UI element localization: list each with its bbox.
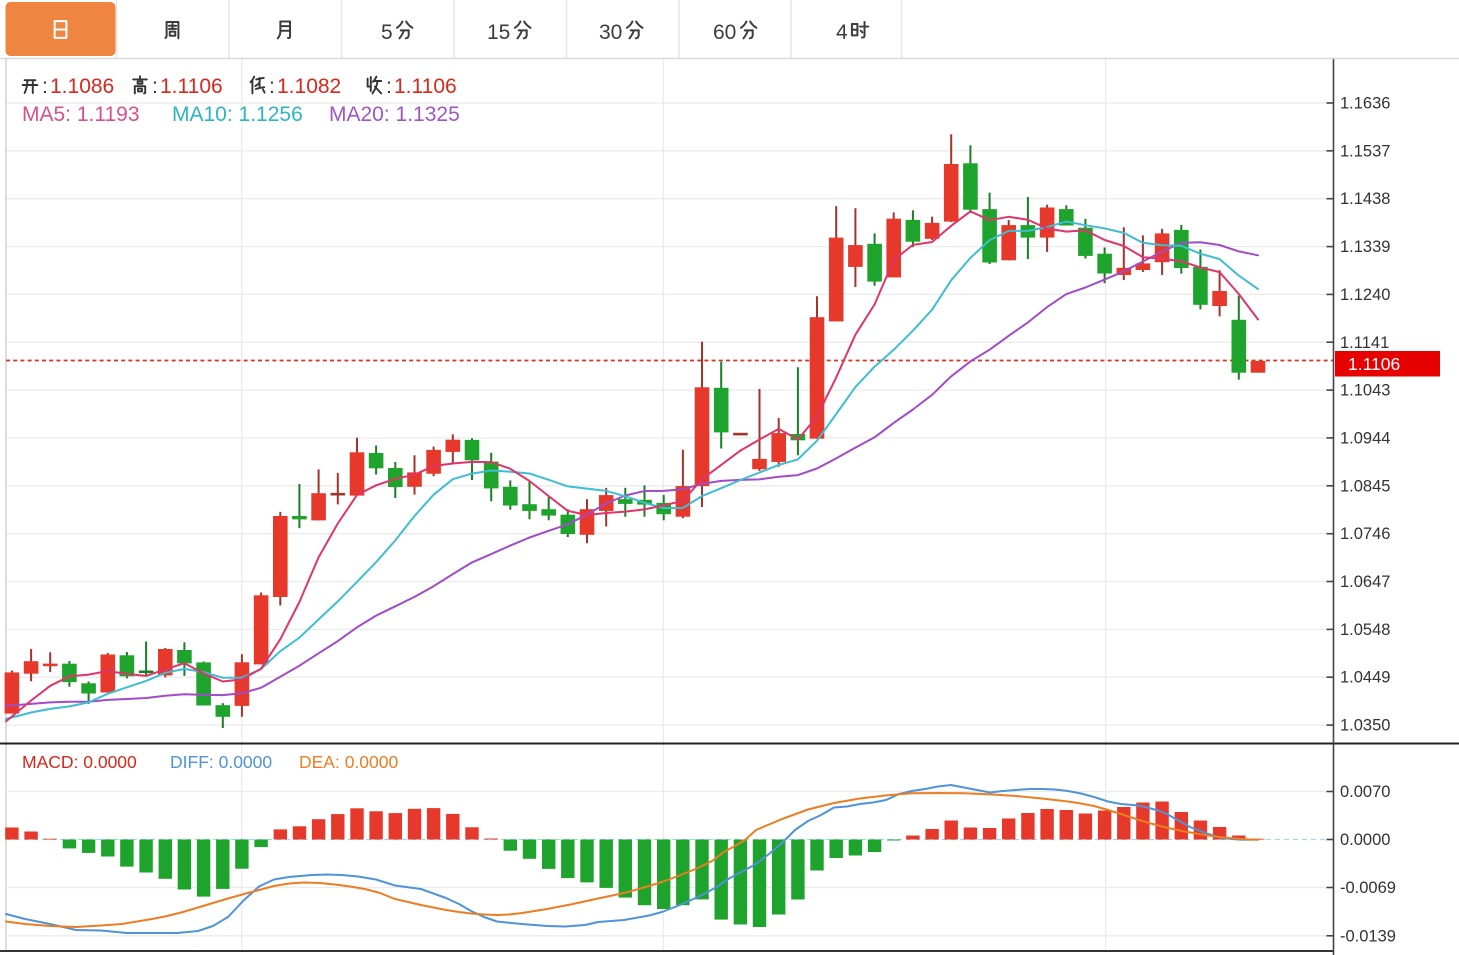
svg-text:1.1086: 1.1086 — [50, 75, 114, 98]
svg-text:1.0944: 1.0944 — [1340, 429, 1390, 447]
svg-text:1.1141: 1.1141 — [1340, 334, 1389, 352]
svg-text:1.0548: 1.0548 — [1340, 621, 1390, 639]
svg-text:MACD: 0.0000: MACD: 0.0000 — [22, 752, 137, 772]
svg-text:MA10: 1.1256: MA10: 1.1256 — [172, 103, 303, 126]
svg-text:1.0350: 1.0350 — [1340, 717, 1390, 735]
svg-text:1.1106: 1.1106 — [394, 75, 457, 98]
svg-text:0.0000: 0.0000 — [1340, 831, 1390, 849]
svg-text:4: 4 — [836, 21, 848, 44]
svg-text:MA5: 1.1193: MA5: 1.1193 — [22, 103, 140, 126]
svg-text:1.1537: 1.1537 — [1340, 142, 1390, 160]
svg-text:-0.0139: -0.0139 — [1340, 927, 1396, 945]
svg-text::: : — [386, 75, 392, 98]
svg-text:1.1043: 1.1043 — [1340, 382, 1390, 400]
svg-text::: : — [152, 75, 158, 98]
svg-text:0.0070: 0.0070 — [1340, 783, 1390, 801]
svg-text:DEA: 0.0000: DEA: 0.0000 — [299, 752, 398, 772]
svg-text:1.0449: 1.0449 — [1340, 669, 1390, 687]
svg-text:1.0845: 1.0845 — [1340, 477, 1390, 495]
svg-text:-0.0069: -0.0069 — [1340, 879, 1396, 897]
svg-text:1.1082: 1.1082 — [277, 75, 341, 98]
svg-text:5: 5 — [381, 21, 393, 44]
svg-text:1.0746: 1.0746 — [1340, 525, 1390, 543]
svg-text:1.1636: 1.1636 — [1340, 95, 1390, 113]
svg-text:DIFF: 0.0000: DIFF: 0.0000 — [170, 752, 272, 772]
svg-text:1.0647: 1.0647 — [1340, 573, 1390, 591]
svg-text:60: 60 — [713, 21, 736, 44]
svg-text:1.1339: 1.1339 — [1340, 238, 1390, 256]
svg-text:1.1106: 1.1106 — [1348, 354, 1400, 374]
svg-text:MA20: 1.1325: MA20: 1.1325 — [329, 103, 460, 126]
svg-text:1.1240: 1.1240 — [1340, 286, 1390, 304]
svg-text:30: 30 — [599, 21, 622, 44]
svg-text:1.1438: 1.1438 — [1340, 190, 1390, 208]
svg-text::: : — [269, 75, 275, 98]
svg-text:1.1106: 1.1106 — [160, 75, 223, 98]
svg-text::: : — [42, 75, 48, 98]
svg-text:15: 15 — [487, 21, 510, 44]
